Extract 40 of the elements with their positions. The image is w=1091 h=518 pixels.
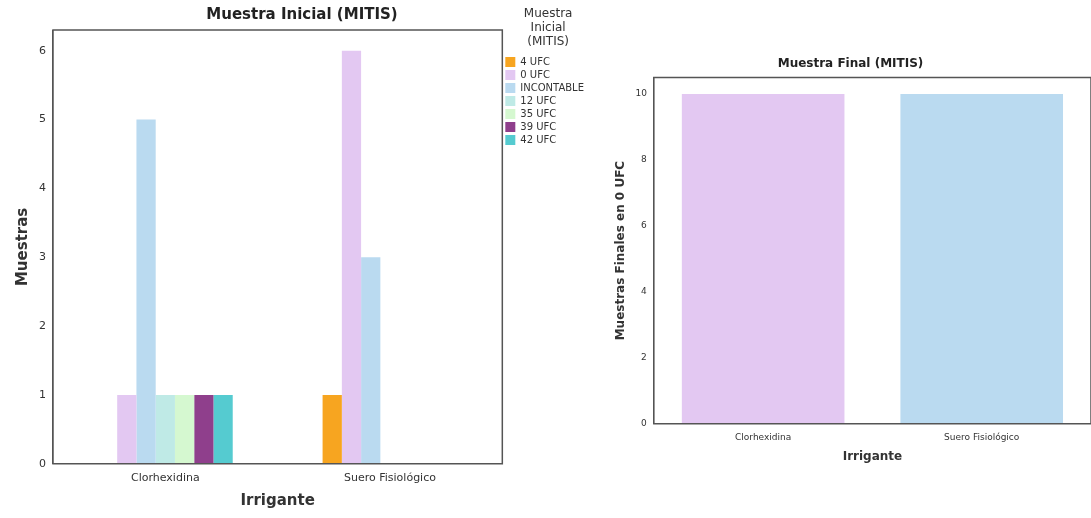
legend-label: 35 UFC [520, 107, 557, 119]
x-axis-title: Irrigante [240, 490, 315, 509]
x-tick-label: Clorhexidina [735, 431, 792, 442]
chart-title: Muestra Inicial (MITIS) [206, 4, 398, 23]
x-tick-label: Clorhexidina [130, 471, 200, 485]
bar [174, 394, 195, 464]
bar [155, 394, 175, 464]
y-tick-label: 2 [39, 318, 46, 332]
legend-label: 39 UFC [520, 120, 557, 132]
legend-title: Muestra Inicial (MITIS) [523, 6, 573, 49]
y-tick-label: 2 [641, 352, 647, 363]
y-tick-label: 1 [39, 387, 46, 401]
x-tick-label: Suero Fisiológico [944, 431, 1020, 442]
y-tick-label: 10 [635, 88, 648, 99]
legend-label: INCONTABLE [520, 81, 584, 93]
y-tick-label: 4 [39, 181, 46, 195]
chart-title: Muestra Final (MITIS) [777, 56, 924, 71]
legend-label: 4 UFC [520, 55, 550, 67]
y-tick-label: 6 [641, 220, 648, 231]
bar [361, 257, 381, 464]
y-tick-label: 4 [641, 286, 648, 297]
y-tick-label: 6 [39, 43, 46, 57]
legend-label: 12 UFC [520, 94, 557, 106]
y-tick-label: 5 [39, 112, 46, 126]
legend-label: 42 UFC [520, 133, 557, 145]
bar [136, 119, 156, 464]
bar [322, 394, 342, 464]
legend-label: 0 UFC [520, 68, 550, 80]
bar [213, 394, 233, 464]
y-tick-label: 0 [39, 456, 46, 470]
y-tick-label: 8 [641, 154, 648, 165]
y-axis-title: Muestras [12, 207, 31, 287]
y-axis-title: Muestras Finales en 0 UFC [613, 160, 628, 341]
x-tick-label: Suero Fisiológico [344, 471, 437, 485]
bar [194, 394, 214, 464]
x-axis-title: Irrigante [842, 448, 903, 463]
bar [117, 394, 137, 464]
bar [341, 50, 362, 464]
y-tick-label: 0 [641, 418, 648, 429]
y-tick-label: 3 [39, 250, 46, 264]
